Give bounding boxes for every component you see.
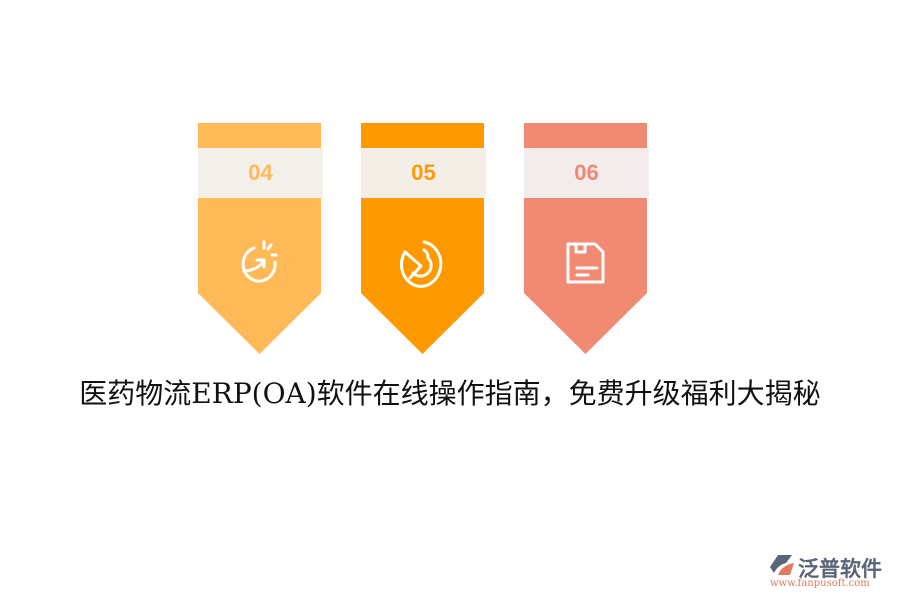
speed-arrow-icon bbox=[241, 240, 278, 283]
logo-url: www.fanpusoft.com bbox=[770, 578, 870, 589]
logo-icon bbox=[770, 555, 794, 575]
step-card-05: 05 bbox=[361, 123, 486, 354]
brand-logo: 泛普软件 www.fanpusoft.com bbox=[768, 553, 893, 593]
step-card-06: 06 bbox=[524, 123, 649, 354]
step-number: 04 bbox=[198, 148, 323, 198]
pie-chart-icon bbox=[399, 240, 443, 288]
page-title: 医药物流ERP(OA)软件在线操作指南，免费升级福利大揭秘 bbox=[79, 377, 821, 410]
logo-name: 泛普软件 bbox=[798, 558, 882, 581]
step-number: 06 bbox=[524, 148, 649, 198]
step-number: 05 bbox=[361, 148, 486, 198]
step-card-04: 04 bbox=[198, 123, 323, 354]
save-document-icon bbox=[566, 242, 605, 284]
